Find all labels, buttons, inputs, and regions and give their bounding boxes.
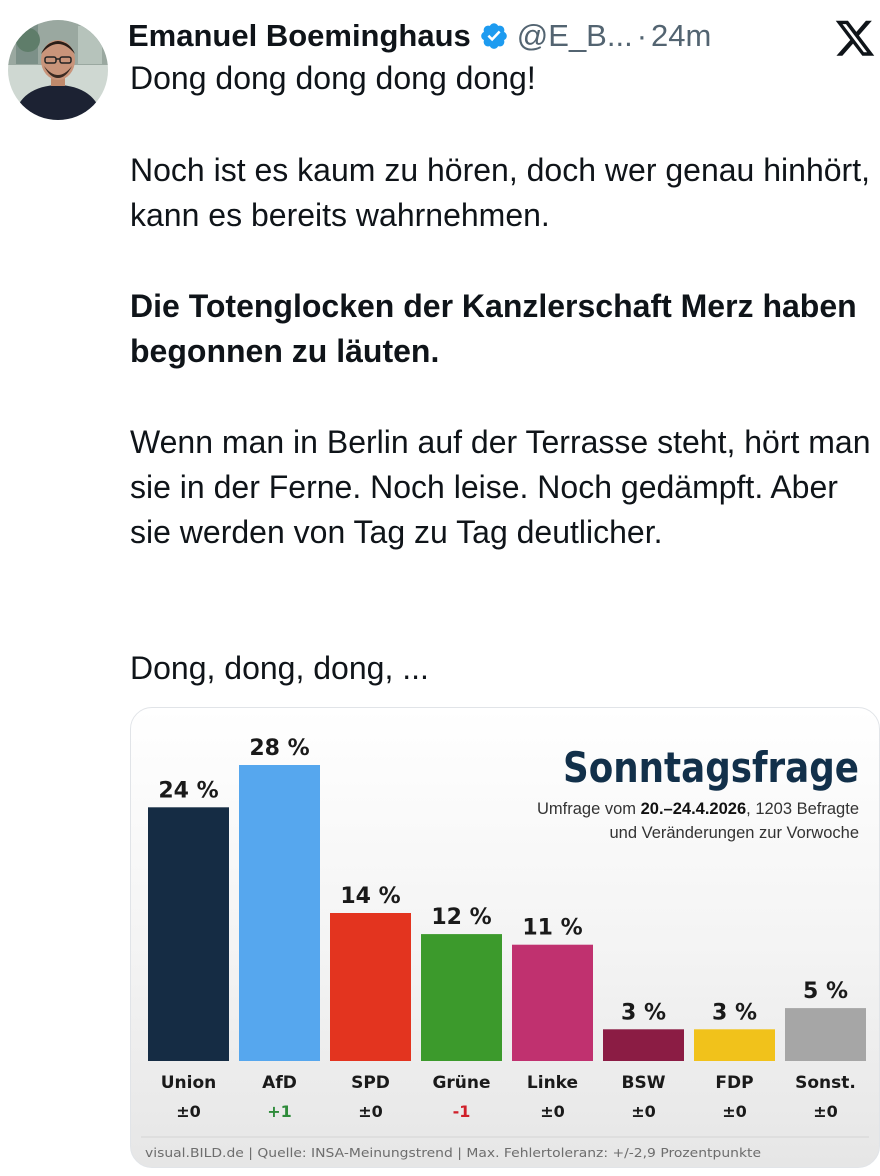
bar-afd (239, 765, 320, 1061)
sonntagsfrage-chart: Sonntagsfrage Umfrage vom 20.–24.4.2026,… (141, 736, 869, 1160)
bar-sonst (785, 1008, 866, 1061)
author-name[interactable]: Emanuel Boeminghaus (128, 18, 471, 53)
chart-subtitle-prefix: Umfrage vom (537, 800, 641, 818)
change-label-spd: ±0 (358, 1102, 383, 1121)
category-label-afd: AfD (262, 1073, 297, 1093)
tweet-paragraph-4: Wenn man in Berlin auf der Terrasse steh… (130, 424, 871, 550)
change-label-bsw: ±0 (631, 1102, 656, 1121)
category-label-sonst: Sonst. (795, 1073, 856, 1093)
chart-subtitle-dates: 20.–24.4.2026 (641, 800, 747, 818)
bar-gr-ne (421, 934, 502, 1061)
change-label-fdp: ±0 (722, 1102, 747, 1121)
category-label-bsw: BSW (622, 1073, 666, 1093)
author-handle[interactable]: @E_B... (516, 18, 633, 53)
value-label-spd: 14 % (340, 884, 400, 909)
header-separator: · (636, 18, 648, 53)
tweet-timestamp[interactable]: 24m (651, 18, 712, 53)
avatar[interactable] (8, 20, 108, 120)
change-label-union: ±0 (176, 1102, 201, 1121)
chart-title: Sonntagsfrage (563, 743, 859, 792)
bar-bsw (603, 1029, 684, 1061)
tweet-paragraph-1: Dong dong dong dong dong! (130, 60, 536, 96)
category-label-gr-ne: Grüne (432, 1073, 490, 1093)
tweet-media-chart[interactable]: Sonntagsfrage Umfrage vom 20.–24.4.2026,… (130, 707, 880, 1168)
verified-badge-icon (479, 21, 509, 51)
tweet-paragraph-2: Noch ist es kaum zu hören, doch wer gena… (130, 152, 870, 233)
change-label-gr-ne: -1 (453, 1102, 471, 1121)
category-label-union: Union (161, 1073, 217, 1093)
bar-union (148, 807, 229, 1061)
value-label-sonst: 5 % (803, 979, 848, 1004)
tweet-paragraph-5: Dong, dong, dong, ... (130, 650, 429, 686)
chart-footer: visual.BILD.de | Quelle: INSA-Meinungstr… (145, 1145, 761, 1160)
bar-linke (512, 944, 593, 1061)
chart-subtitle-suffix: , 1203 Befragte (746, 800, 859, 818)
change-label-sonst: ±0 (813, 1102, 838, 1121)
x-logo-icon[interactable] (834, 20, 876, 60)
value-label-gr-ne: 12 % (431, 905, 491, 930)
category-label-spd: SPD (351, 1073, 390, 1093)
value-label-union: 24 % (158, 778, 218, 803)
chart-subtitle: Umfrage vom 20.–24.4.2026, 1203 Befragte (537, 800, 859, 818)
chart-subtitle-line-2: und Veränderungen zur Vorwoche (609, 824, 859, 842)
change-label-linke: ±0 (540, 1102, 565, 1121)
value-label-bsw: 3 % (621, 1000, 666, 1025)
change-label-afd: +1 (267, 1102, 292, 1121)
tweet-paragraph-3: Die Totenglocken der Kanzlerschaft Merz … (130, 288, 857, 369)
category-label-fdp: FDP (715, 1073, 753, 1093)
value-label-linke: 11 % (522, 916, 582, 941)
value-label-afd: 28 % (249, 736, 309, 761)
bar-fdp (694, 1029, 775, 1061)
value-label-fdp: 3 % (712, 1000, 757, 1025)
tweet-header: Emanuel Boeminghaus @E_B... · 24m (128, 14, 711, 58)
category-label-linke: Linke (527, 1073, 578, 1093)
bar-spd (330, 913, 411, 1061)
